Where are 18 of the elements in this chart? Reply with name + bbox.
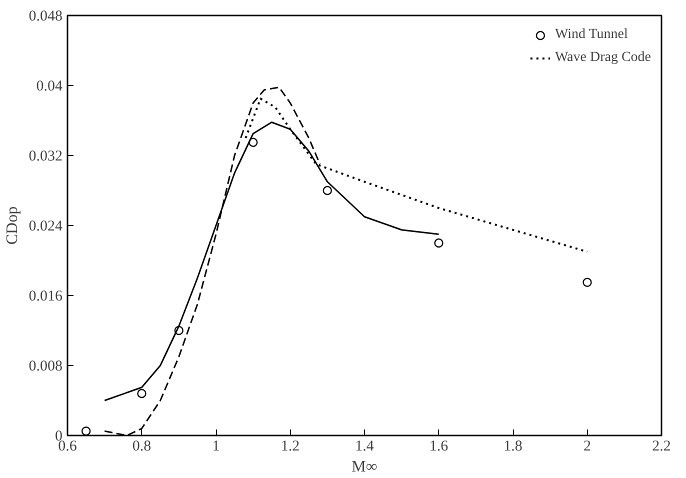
legend-label: Wind Tunnel [554, 27, 628, 43]
x-tick-label: 2 [584, 438, 591, 454]
x-tick-label: 1.6 [429, 438, 449, 454]
x-tick-label: 0.8 [132, 438, 152, 454]
y-tick-label: 0.048 [28, 8, 62, 24]
x-tick-label: 1 [212, 438, 220, 454]
x-axis-title: M∞ [352, 458, 378, 476]
y-tick-label: 0.016 [28, 288, 63, 304]
x-tick-label: 1.4 [355, 438, 374, 454]
y-axis-title: CDop [4, 206, 21, 245]
x-tick-label: 1.2 [280, 438, 300, 454]
y-tick-label: 0.024 [28, 218, 63, 234]
x-tick-label: 2.2 [652, 438, 671, 454]
legend-label: Wave Drag Code [554, 50, 651, 66]
y-tick-label: 0.032 [28, 148, 62, 164]
y-tick-label: 0.04 [36, 78, 63, 94]
y-tick-label: 0.008 [28, 358, 62, 374]
x-tick-label: 1.8 [504, 438, 522, 454]
